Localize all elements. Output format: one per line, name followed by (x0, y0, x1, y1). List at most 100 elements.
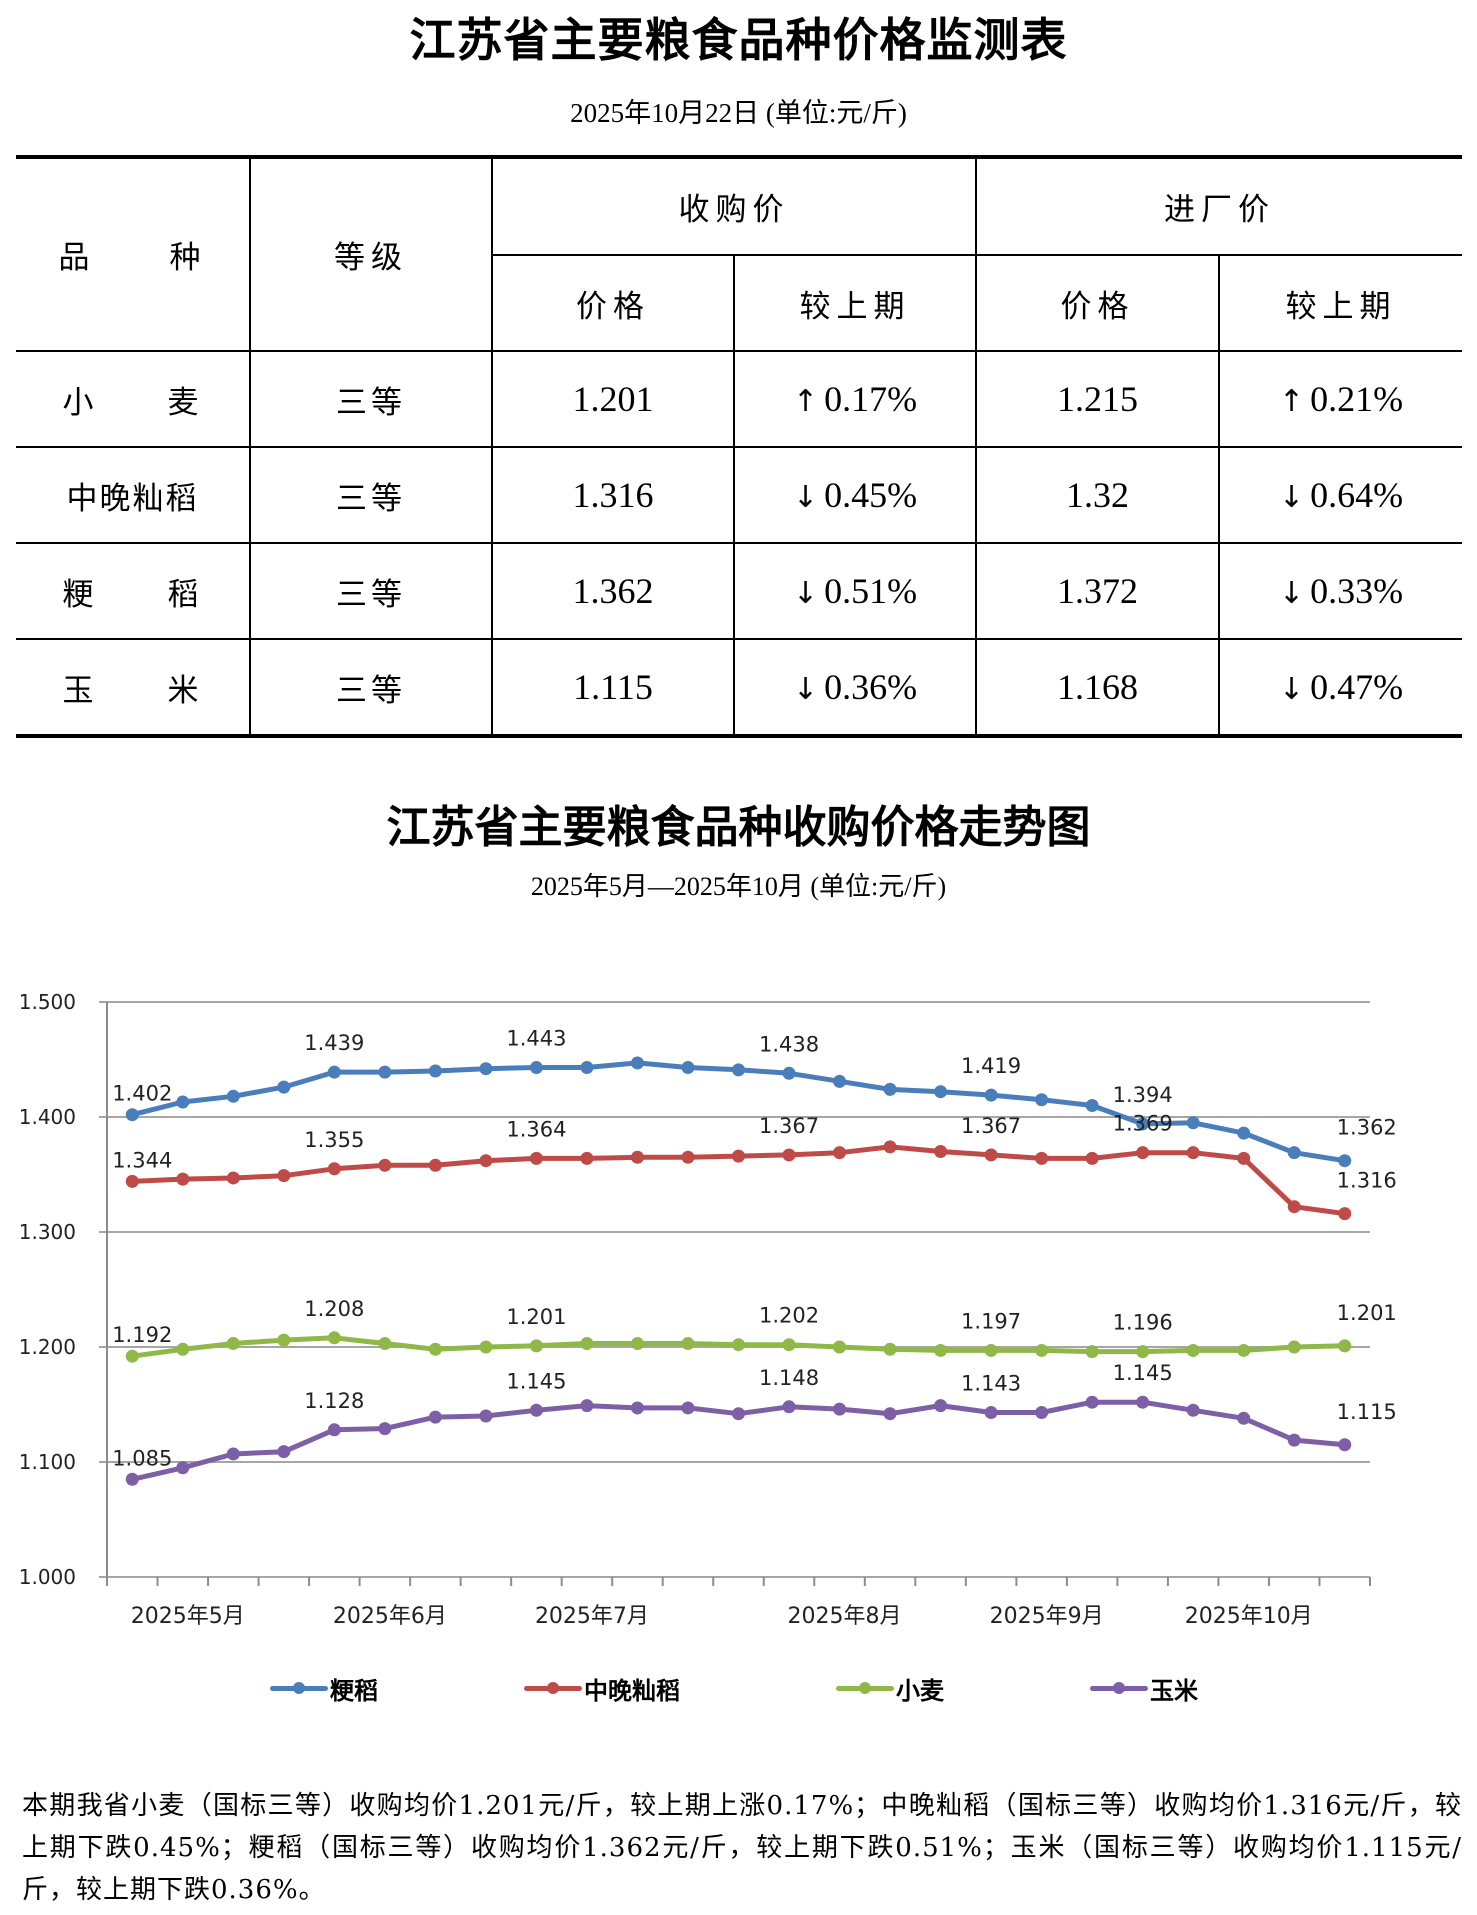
data-label: 1.419 (961, 1054, 1021, 1078)
legend-item-corn: 玉米 (1090, 1670, 1198, 1706)
legend-line-marker-icon (270, 1670, 328, 1706)
data-point (277, 1445, 291, 1459)
data-label: 1.115 (1337, 1400, 1397, 1424)
data-point (125, 1472, 139, 1486)
data-point (681, 1061, 695, 1075)
data-point (732, 1063, 745, 1077)
cell-variety: 小 麦 (16, 350, 251, 448)
data-point (1085, 1099, 1099, 1112)
data-point (984, 1148, 998, 1162)
data-point (125, 1108, 139, 1122)
arrow-down-icon: ↓ (1278, 576, 1305, 611)
legend-label: 中晚籼稻 (584, 1676, 680, 1705)
data-point (125, 1349, 139, 1363)
data-point (883, 1342, 897, 1356)
data-label: 1.443 (506, 1027, 566, 1051)
data-point (1085, 1151, 1099, 1165)
x-tick-label: 2025年6月 (333, 1604, 447, 1629)
x-tick-label: 2025年8月 (788, 1604, 902, 1629)
data-point (176, 1095, 190, 1109)
chart-title: 江苏省主要粮食品种收购价格走势图 (386, 802, 1091, 853)
data-point (934, 1343, 948, 1357)
cell-factory-price: 1.32 (975, 446, 1220, 544)
y-tick-label: 1.000 (19, 1565, 76, 1589)
data-point (226, 1171, 240, 1185)
data-point (1186, 1116, 1200, 1130)
data-point (428, 1064, 442, 1078)
legend-label: 粳稻 (330, 1676, 378, 1705)
y-tick-label: 1.200 (19, 1335, 76, 1359)
x-tick-label: 2025年10月 (1185, 1604, 1313, 1629)
data-point (681, 1401, 695, 1415)
data-point (934, 1085, 948, 1099)
data-point (529, 1339, 543, 1353)
summary-paragraph: 本期我省小麦（国标三等）收购均价1.201元/斤，较上期上涨0.17%；中晚籼稻… (22, 1791, 1462, 1905)
cell-purchase-change: ↓ 0.36% (733, 638, 977, 738)
data-point (176, 1172, 190, 1186)
cell-grade: 三等 (249, 446, 493, 544)
data-point (630, 1056, 644, 1070)
cell-factory-change: ↓ 0.64% (1218, 446, 1462, 544)
data-point (428, 1410, 442, 1424)
data-point (226, 1337, 240, 1351)
table-row: 玉 米 三等 1.115 ↓ 0.36% 1.168 ↓ 0.47% (16, 638, 1462, 738)
cell-purchase-change: ↑ 0.17% (733, 350, 977, 448)
data-point (1186, 1343, 1200, 1357)
data-point (327, 1065, 341, 1079)
data-point (479, 1154, 493, 1168)
data-point (732, 1407, 745, 1421)
data-label: 1.196 (1113, 1311, 1173, 1335)
data-point (529, 1061, 543, 1075)
data-point (479, 1062, 493, 1076)
data-label: 1.085 (112, 1446, 172, 1470)
cell-purchase-price: 1.316 (491, 446, 735, 544)
data-label: 1.201 (506, 1305, 566, 1329)
cell-variety: 中晚籼稻 (16, 446, 251, 544)
data-label: 1.402 (112, 1082, 172, 1106)
data-label: 1.201 (1337, 1301, 1397, 1325)
header-variety: 品 种 (16, 155, 251, 352)
cell-variety: 玉 米 (16, 638, 251, 738)
data-point (1136, 1146, 1150, 1160)
data-point (1237, 1343, 1251, 1357)
x-tick-label: 2025年7月 (535, 1604, 649, 1629)
data-label: 1.145 (506, 1369, 566, 1393)
data-point (1287, 1146, 1301, 1160)
arrow-up-icon: ↑ (792, 384, 819, 419)
legend-item-indica: 中晚籼稻 (524, 1670, 680, 1706)
data-point (883, 1082, 897, 1096)
change-value: 0.21% (1310, 379, 1404, 419)
data-point (1338, 1154, 1352, 1168)
data-point (1287, 1340, 1301, 1354)
data-point (782, 1400, 796, 1414)
data-point (378, 1422, 392, 1436)
data-point (277, 1333, 291, 1347)
data-point (277, 1169, 291, 1183)
change-value: 0.45% (824, 475, 918, 515)
data-point (428, 1342, 442, 1356)
table-date-unit: 2025年10月22日 (单位:元/斤) (570, 98, 907, 128)
y-tick-label: 1.400 (19, 1105, 76, 1129)
data-point (1136, 1117, 1150, 1131)
data-label: 1.364 (506, 1117, 566, 1141)
data-point (833, 1146, 847, 1160)
header-grade: 等级 (249, 155, 493, 352)
cell-purchase-change: ↓ 0.45% (733, 446, 977, 544)
data-point (1338, 1207, 1352, 1221)
cell-purchase-price: 1.362 (491, 542, 735, 640)
change-value: 0.33% (1310, 571, 1404, 611)
table-row: 中晚籼稻 三等 1.316 ↓ 0.45% 1.32 ↓ 0.64% (16, 446, 1462, 544)
data-point (630, 1401, 644, 1415)
y-tick-label: 1.500 (19, 990, 76, 1014)
cell-variety: 粳 稻 (16, 542, 251, 640)
data-label: 1.192 (112, 1323, 172, 1347)
data-point (984, 1343, 998, 1357)
data-point (378, 1158, 392, 1172)
data-point (1287, 1433, 1301, 1447)
y-tick-label: 1.100 (19, 1450, 76, 1474)
data-point (378, 1065, 392, 1079)
price-trend-chart: 1.000 1.100 1.200 1.300 1.400 1.500 2025年5月 202… (19, 990, 1397, 1629)
data-point (580, 1337, 594, 1351)
data-point (1287, 1200, 1301, 1214)
data-label: 1.438 (759, 1032, 819, 1056)
